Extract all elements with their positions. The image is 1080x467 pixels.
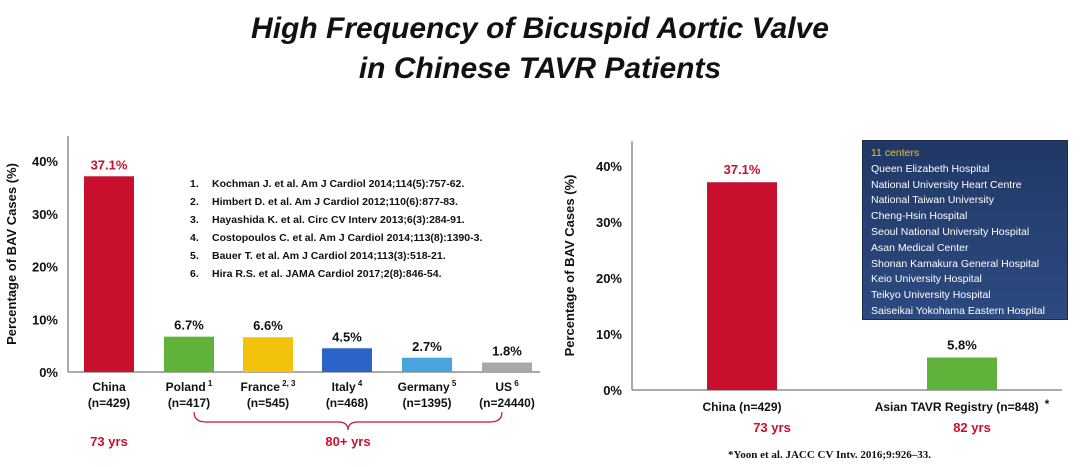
reference-text: Hira R.S. et al. JAMA Cardiol 2017;2(8):… <box>212 268 442 280</box>
y-tick-label: 10% <box>32 312 58 327</box>
data-label: 6.6% <box>253 318 283 333</box>
y-tick-label: 20% <box>32 260 58 275</box>
reference-item: 1. Kochman J. et al. Am J Cardiol 2014;11… <box>190 178 482 196</box>
center-item: Seoul National University Hospital <box>871 225 1030 238</box>
data-label: 5.8% <box>947 338 977 353</box>
y-tick-label: 30% <box>596 215 622 230</box>
center-item: Shonan Kamakura General Hospital <box>871 257 1040 270</box>
x-tick-sample-size: (n=545) <box>247 396 289 410</box>
age-brace <box>193 411 503 431</box>
x-tick-label: Poland 1 <box>166 379 213 394</box>
y-tick-label: 10% <box>596 327 622 342</box>
bar <box>927 357 997 390</box>
y-axis-label: Percentage of BAV Cases (%) <box>562 175 577 357</box>
y-tick-label: 40% <box>32 154 58 169</box>
center-item: Cheng-Hsin Hospital <box>871 210 968 223</box>
data-label: 1.8% <box>492 344 522 359</box>
bar <box>84 176 134 372</box>
bar <box>243 337 293 372</box>
reference-item: 2. Himbert D. et al. Am J Cardiol 2012;11… <box>190 196 482 214</box>
x-tick-sample-size: (n=429) <box>88 396 130 410</box>
x-tick-footnote-mark: * <box>1045 397 1050 411</box>
y-axis-label: Percentage of BAV Cases (%) <box>4 163 19 345</box>
center-item: Kokura Memorial Hospital <box>871 320 992 333</box>
age-label: 73 yrs <box>753 420 791 435</box>
x-tick-label: Asian TAVR Registry (n=848) * <box>875 397 1050 414</box>
center-item: National University Heart Centre <box>871 178 1022 191</box>
footnote-text: *Yoon et al. JACC CV Intv. 2016;9:926–33… <box>728 449 931 461</box>
centers-header: 11 centers <box>871 147 920 159</box>
center-item: Keio University Hospital <box>871 273 982 286</box>
reference-number: 4. <box>190 232 199 244</box>
x-tick-sample-size: (n=417) <box>168 396 210 410</box>
y-tick-label: 40% <box>596 159 622 174</box>
x-tick-sample-size: (n=1395) <box>402 396 451 410</box>
reference-item: 6. Hira R.S. et al. JAMA Cardiol 2017;2(8… <box>190 268 482 286</box>
reference-text: Himbert D. et al. Am J Cardiol 2012;110(… <box>212 196 458 208</box>
x-tick-label: Italy 4 <box>332 379 363 394</box>
reference-item: 5. Bauer T. et al. Am J Cardiol 2014;113(… <box>190 250 482 268</box>
age-label-others: 80+ yrs <box>325 434 370 449</box>
center-item: National Taiwan University <box>871 194 994 207</box>
x-tick-superscript: 1 <box>206 379 213 388</box>
center-item: Teikyo University Hospital <box>871 289 991 302</box>
reference-text: Costopoulos C. et al. Am J Cardiol 2014;… <box>212 232 483 244</box>
x-tick-label: US 6 <box>495 379 519 394</box>
bar <box>402 357 452 372</box>
y-tick-label: 0% <box>603 383 622 398</box>
reference-number: 1. <box>190 178 199 190</box>
bar <box>164 336 214 372</box>
y-tick-label: 30% <box>32 207 58 222</box>
title-line-2: in Chinese TAVR Patients <box>358 52 722 85</box>
x-tick-label: China <box>92 380 126 394</box>
x-tick-superscript: 5 <box>450 379 457 388</box>
reference-text: Kochman J. et al. Am J Cardiol 2014;114(… <box>212 178 465 190</box>
y-tick-label: 0% <box>39 365 58 380</box>
x-tick-superscript: 6 <box>512 379 519 388</box>
x-tick-label: France 2, 3 <box>241 379 296 394</box>
reference-number: 2. <box>190 196 199 208</box>
data-label: 37.1% <box>91 157 128 172</box>
y-tick-label: 20% <box>596 271 622 286</box>
reference-number: 3. <box>190 214 199 226</box>
bar <box>322 348 372 372</box>
center-item: Saiseikai Yokohama Eastern Hospital <box>871 304 1045 317</box>
reference-list: 1. Kochman J. et al. Am J Cardiol 2014;11… <box>190 178 482 286</box>
bar <box>482 362 532 372</box>
x-tick-superscript: 4 <box>356 379 363 388</box>
footnote: *Yoon et al. JACC CV Intv. 2016;9:926–33… <box>728 449 931 461</box>
x-tick-label: China (n=429) <box>702 400 781 414</box>
center-item: Queen Elizabeth Hospital <box>871 162 990 175</box>
centers-box: 11 centers Queen Elizabeth Hospital Nation… <box>862 140 1068 333</box>
x-tick-label: Germany 5 <box>398 379 457 394</box>
data-label: 37.1% <box>724 162 761 177</box>
reference-item: 4. Costopoulos C. et al. Am J Cardiol 201… <box>190 232 482 250</box>
age-label-china: 73 yrs <box>90 434 128 449</box>
data-label: 2.7% <box>412 339 442 354</box>
reference-text: Bauer T. et al. Am J Cardiol 2014;113(3)… <box>212 250 446 262</box>
bar <box>707 182 777 390</box>
data-label: 4.5% <box>332 329 362 344</box>
reference-item: 3. Hayashida K. et al. Circ CV Interv 201… <box>190 214 482 232</box>
reference-number: 6. <box>190 268 199 280</box>
age-label: 82 yrs <box>953 420 991 435</box>
reference-number: 5. <box>190 250 199 262</box>
data-label: 6.7% <box>174 318 204 333</box>
reference-text: Hayashida K. et al. Circ CV Interv 2013;… <box>212 214 465 226</box>
x-tick-sample-size: (n=468) <box>326 396 368 410</box>
center-item: Asan Medical Center <box>871 241 969 254</box>
x-tick-superscript: 2, 3 <box>280 379 296 388</box>
x-tick-sample-size: (n=24440) <box>479 396 535 410</box>
title-line-1: High Frequency of Bicuspid Aortic Valve <box>251 12 829 45</box>
